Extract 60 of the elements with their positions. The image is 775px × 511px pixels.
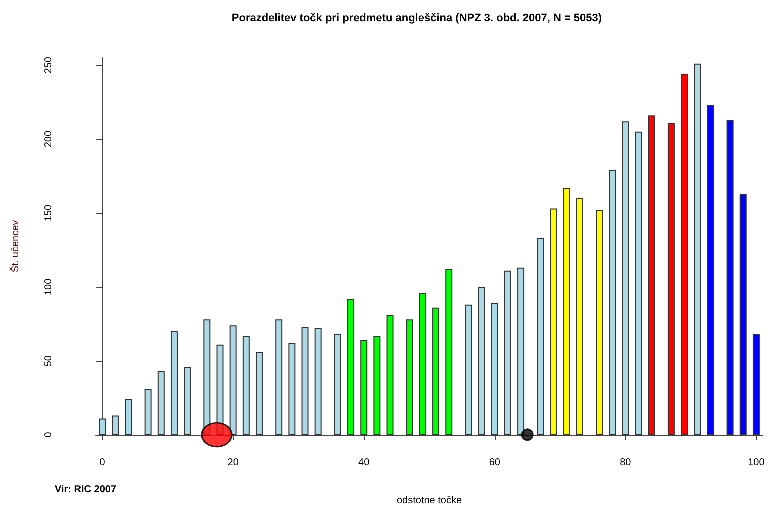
bar	[478, 287, 486, 435]
bar	[563, 188, 570, 435]
y-tick-label: 100	[44, 278, 54, 296]
bar	[406, 320, 414, 435]
bar	[596, 210, 604, 435]
bar	[635, 132, 642, 435]
x-tick-label: 0	[100, 458, 106, 468]
y-axis-title: Št. učencev	[10, 220, 22, 273]
bar	[465, 304, 472, 435]
bar	[648, 116, 656, 435]
bar	[302, 327, 309, 435]
text: Vir: RIC 2007	[55, 484, 117, 496]
y-tick-label: 50	[44, 355, 54, 367]
chart-title: Porazdelitev točk pri predmetu angleščina (NPZ 3. obd. 2007, N = 5053)	[232, 12, 602, 24]
bar	[348, 298, 355, 435]
bar	[707, 105, 714, 435]
bar	[550, 208, 558, 435]
bar	[334, 334, 342, 435]
bar	[681, 74, 688, 435]
bar	[125, 400, 132, 435]
y-tick-label: 0	[44, 432, 54, 438]
bar	[256, 352, 263, 435]
bar	[622, 122, 630, 435]
x-tick-label: 100	[748, 458, 766, 468]
bar	[576, 198, 584, 435]
bar	[99, 418, 106, 435]
bar	[374, 336, 381, 435]
bar	[537, 238, 544, 435]
y-tick-label: 250	[44, 56, 54, 74]
bar	[230, 326, 237, 435]
bar	[726, 120, 734, 435]
bar	[518, 268, 525, 435]
bar	[158, 371, 165, 435]
x-axis-title: odstotne točke	[396, 496, 462, 506]
bar	[504, 270, 512, 435]
x-tick-label: 20	[228, 458, 240, 468]
bar	[668, 123, 675, 435]
bar	[609, 170, 616, 435]
bar	[184, 366, 192, 435]
bar	[386, 315, 394, 435]
bar	[446, 269, 453, 435]
bar	[242, 336, 250, 435]
y-tick-label: 200	[44, 130, 54, 148]
bar	[432, 308, 440, 435]
bar	[360, 340, 368, 435]
bar	[288, 343, 296, 435]
x-tick-label: 60	[489, 458, 501, 468]
bar	[752, 334, 760, 435]
bar	[112, 416, 120, 435]
bar	[314, 328, 322, 435]
y-tick-label: 150	[44, 204, 54, 222]
bar	[276, 320, 283, 435]
x-tick-label: 40	[358, 458, 370, 468]
x-tick-label: 80	[620, 458, 632, 468]
bar	[491, 303, 498, 435]
bar	[694, 64, 702, 435]
bar	[144, 389, 152, 435]
bar	[419, 293, 426, 435]
bar	[170, 332, 178, 435]
bar	[740, 194, 747, 435]
